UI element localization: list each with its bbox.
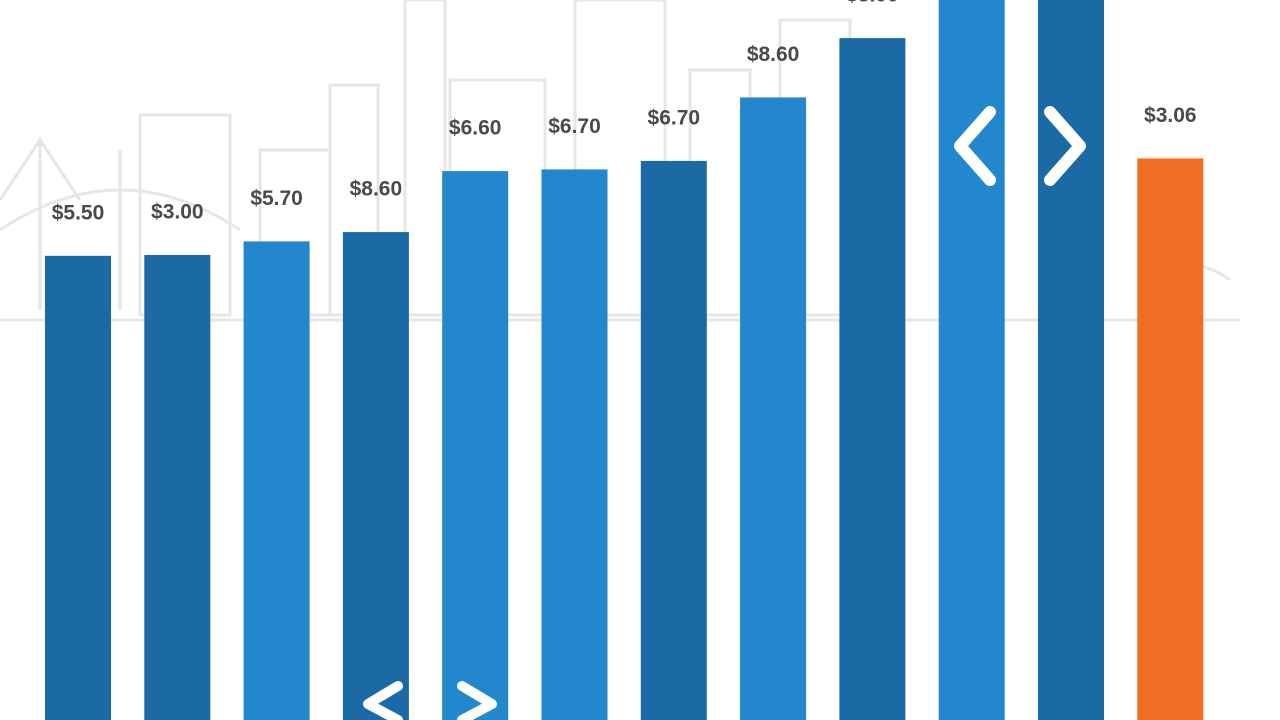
bar [45,255,111,720]
bar-labels: $5.50 $3.00 $5.70 $8.60 $6.60 $6.70 $6.70 $8.60… [52,0,1197,224]
bar [1137,158,1204,720]
bar [243,241,310,720]
prev-arrow[interactable] [954,106,996,186]
bar-label: $8.60 [747,43,800,66]
bar [740,97,807,720]
prev-arrow-small[interactable] [363,681,403,720]
bar-label: $6.60 [449,117,502,140]
bar [640,160,707,720]
bar-label: $8.60 [350,178,403,201]
bar-label: $5.50 [52,201,105,224]
nav-arrows [363,106,1086,720]
bar-label: $5.70 [250,187,303,210]
bar [442,171,509,720]
bar-label: $3.06 [1144,104,1197,127]
bar [541,169,608,720]
bar [144,254,211,720]
bar-label: $8.00 [846,0,899,7]
bar [938,0,1005,720]
bar [342,232,409,720]
bar-label: $6.70 [548,115,601,138]
bar-label: $6.70 [648,106,701,129]
next-arrow-small[interactable] [457,681,497,720]
bar [839,38,906,720]
next-arrow[interactable] [1044,106,1086,186]
bar [1038,0,1104,720]
bars [45,0,1204,720]
bar-label: $3.00 [151,201,204,224]
